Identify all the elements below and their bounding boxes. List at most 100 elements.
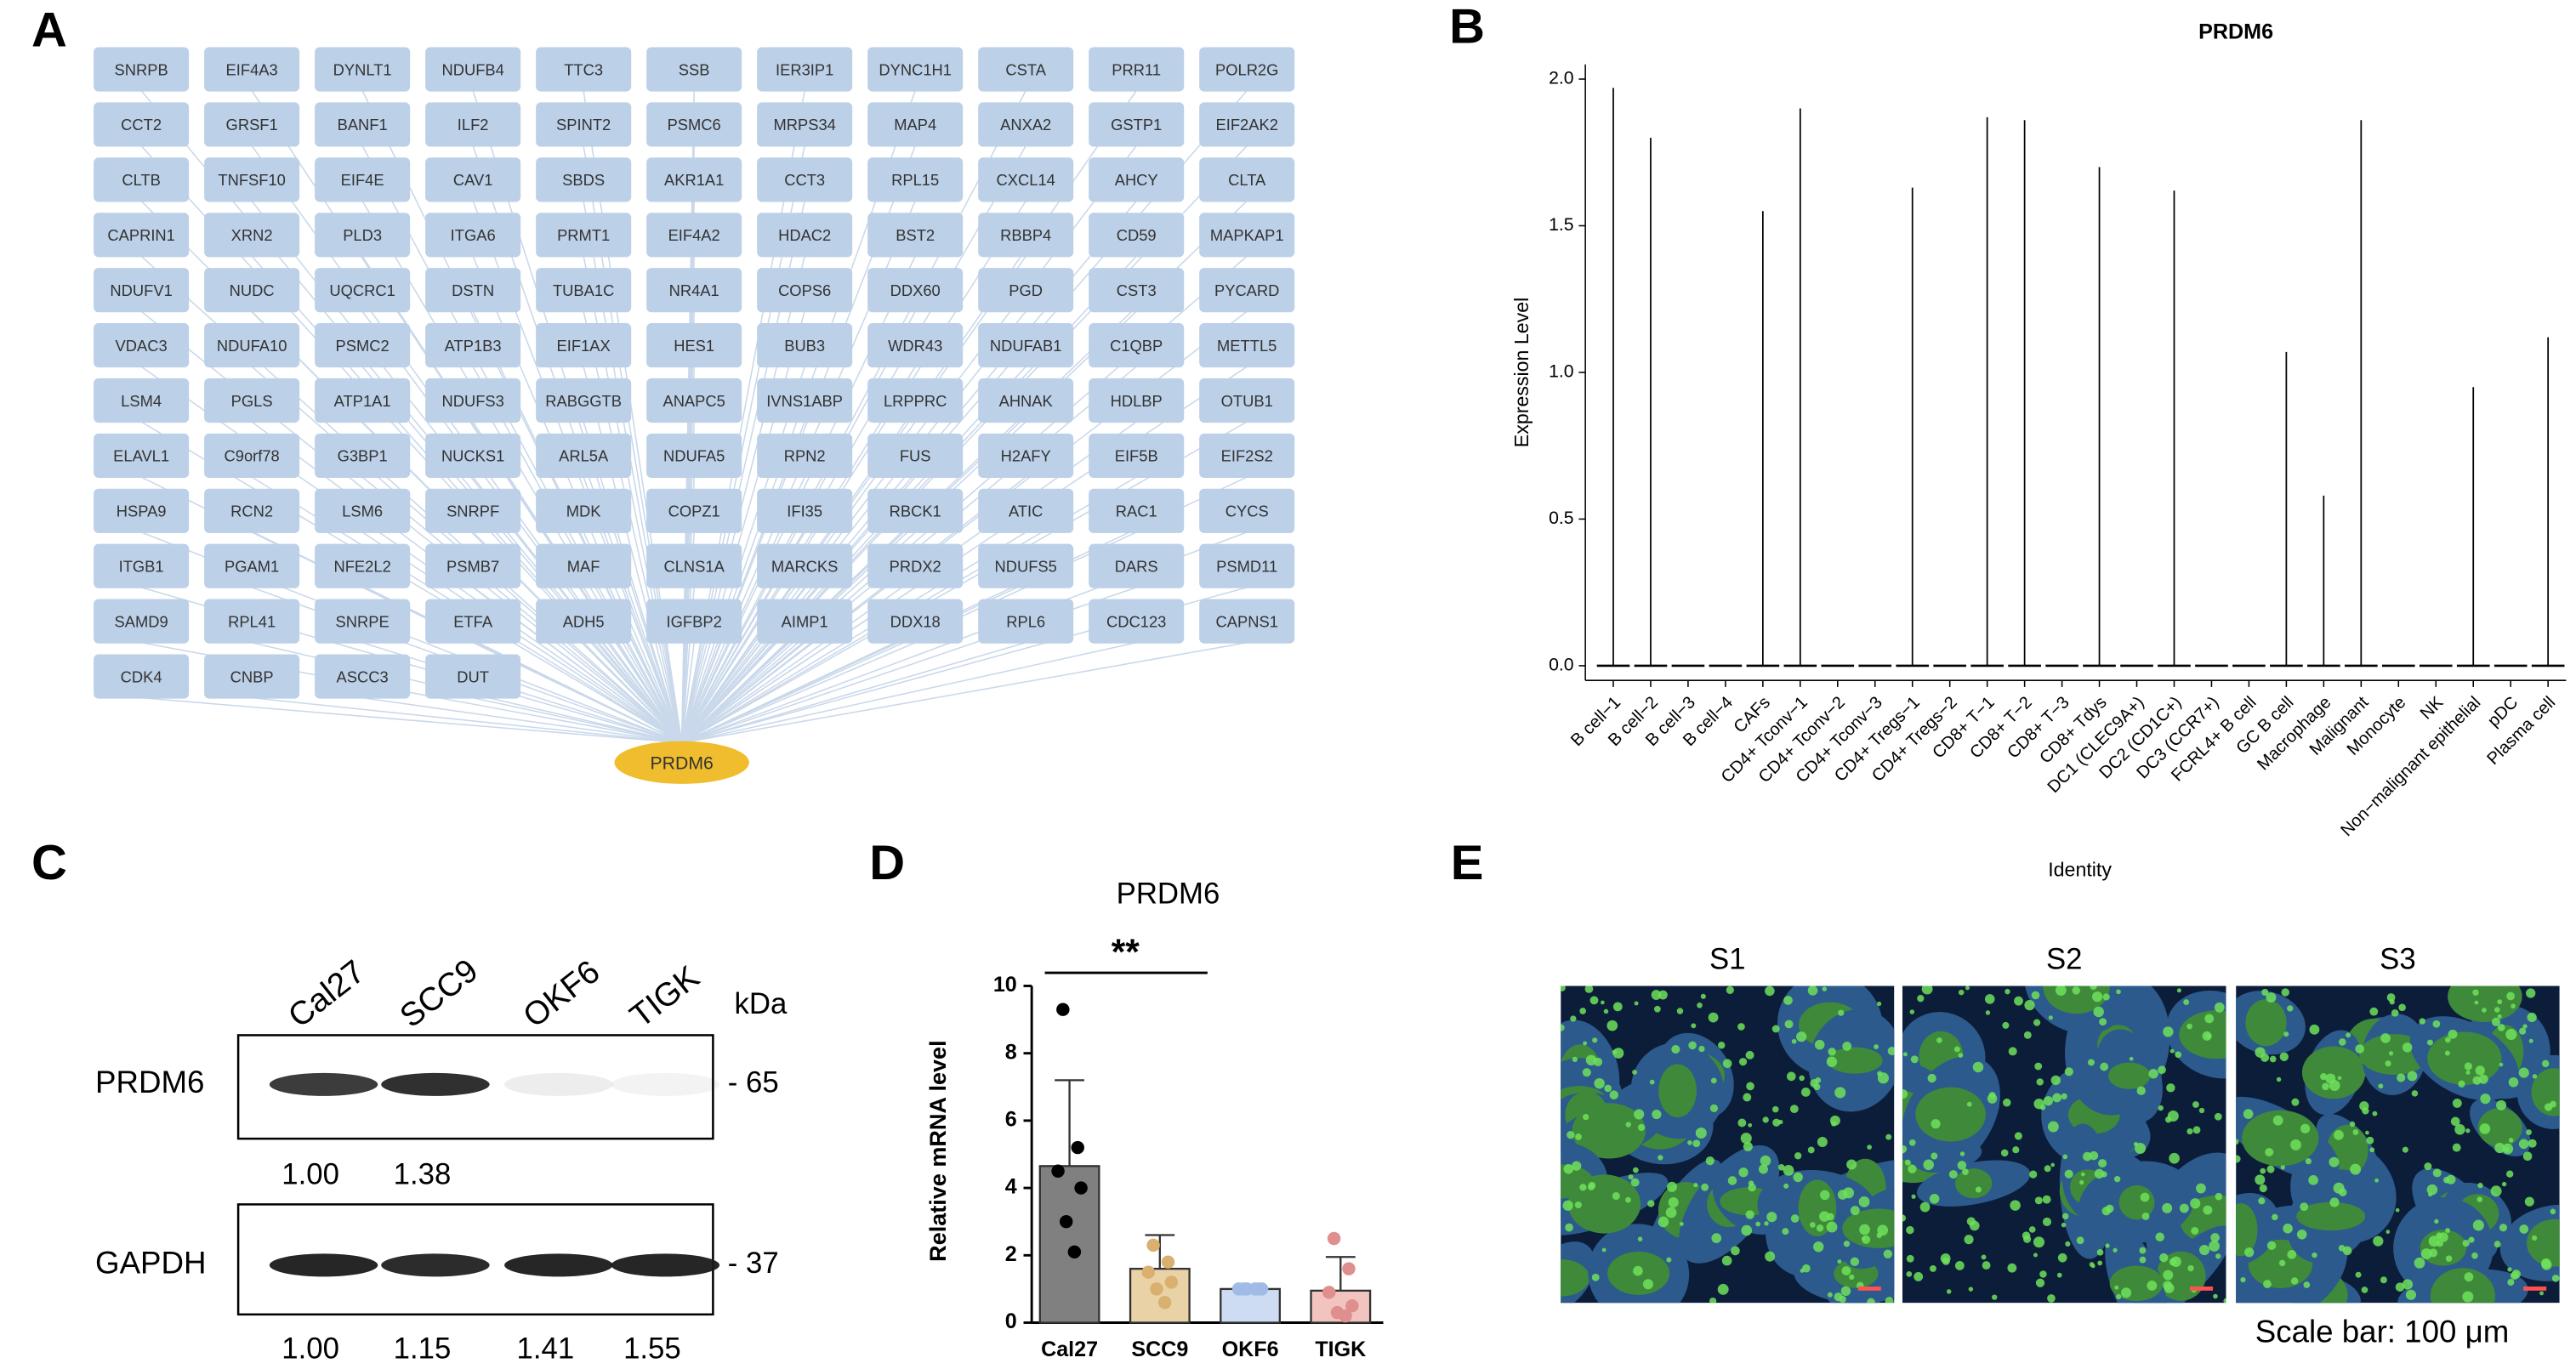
gene-label: IGFBP2	[667, 612, 722, 630]
data-point	[1059, 1214, 1073, 1229]
nucleus	[1908, 1164, 1917, 1173]
nucleus	[2036, 1078, 2044, 1086]
nucleus	[2506, 1170, 2514, 1178]
gene-node	[204, 102, 300, 147]
gene-node	[1089, 213, 1185, 258]
y-tick-label: 10	[993, 973, 1017, 997]
nucleus	[2539, 1291, 2544, 1296]
nucleus	[2090, 1264, 2095, 1269]
nucleus	[2287, 1250, 2297, 1259]
nucleus	[1834, 1292, 1843, 1302]
nucleus	[2458, 1080, 2465, 1088]
nucleus	[1931, 1152, 1938, 1160]
nucleus	[2136, 1086, 2146, 1095]
gene-label: CNBP	[230, 667, 274, 685]
nucleus	[2544, 1103, 2553, 1111]
band	[611, 1253, 720, 1277]
gene-node	[1199, 102, 1295, 147]
gene-label: MDK	[566, 503, 602, 520]
nucleus	[1575, 1133, 1582, 1140]
nucleus	[1609, 1090, 1619, 1099]
nucleus	[2407, 1071, 2418, 1082]
nucleus	[1911, 1194, 1916, 1199]
nucleus	[1625, 1122, 1631, 1128]
x-axis-label: Identity	[2048, 858, 2112, 880]
nucleus	[2338, 1038, 2346, 1046]
gene-label: VDAC3	[116, 337, 168, 355]
gene-node	[425, 488, 521, 533]
data-point	[1327, 1231, 1341, 1246]
nucleus	[2550, 1208, 2556, 1215]
edge	[140, 366, 683, 744]
y-tick-label: 4	[1005, 1175, 1017, 1199]
gene-node	[94, 102, 190, 147]
gene-node	[315, 488, 411, 533]
nucleus	[1841, 1266, 1851, 1275]
nucleus	[2012, 1146, 2020, 1154]
nucleus	[2305, 1158, 2312, 1165]
gene-node	[646, 323, 742, 368]
nucleus	[2148, 1068, 2158, 1079]
edge	[681, 642, 805, 744]
gene-label: TNFSF10	[218, 171, 286, 189]
nucleus	[2322, 1082, 2329, 1091]
nucleus	[1647, 1200, 1655, 1207]
nucleus	[2465, 1128, 2471, 1133]
gene-label: CAV1	[453, 171, 493, 189]
gene-label: CLNS1A	[663, 557, 725, 575]
data-point	[1141, 1265, 1156, 1279]
significance: **	[1112, 933, 1140, 973]
nucleus	[1817, 1137, 1828, 1148]
nucleus	[2355, 1044, 2364, 1054]
gene-node	[425, 378, 521, 423]
nucleus	[2223, 1298, 2226, 1304]
nucleus	[1923, 1159, 1934, 1171]
nucleus	[1762, 1116, 1769, 1123]
nucleus	[2133, 1142, 2138, 1147]
gene-node	[978, 488, 1074, 533]
nucleus	[2163, 1026, 2174, 1037]
gene-label: SNRPB	[115, 60, 168, 78]
gene-node	[978, 47, 1074, 92]
nucleus	[2389, 999, 2395, 1005]
gene-node	[536, 102, 632, 147]
gene-label: NDUFS5	[994, 557, 1056, 575]
nucleus	[1565, 1223, 1573, 1232]
nucleus	[2034, 1196, 2043, 1205]
nucleus	[1745, 1210, 1754, 1219]
panel-label: E	[1451, 836, 1484, 890]
nucleus	[1850, 1257, 1860, 1267]
nucleus	[1837, 1259, 1842, 1264]
gene-label: RBCK1	[890, 503, 941, 520]
gene-node	[425, 268, 521, 313]
gene-node	[94, 543, 190, 588]
nucleus	[2033, 1253, 2038, 1258]
gene-node	[1089, 102, 1185, 147]
nucleus	[2259, 1184, 2267, 1193]
tissue-core	[1567, 1174, 1641, 1234]
tissue-core	[2427, 1031, 2502, 1085]
gene-node	[646, 543, 742, 588]
nucleus	[1819, 1211, 1830, 1222]
nucleus	[1740, 1133, 1752, 1145]
nucleus	[1982, 1261, 1991, 1270]
nucleus	[2287, 1005, 2294, 1012]
nucleus	[1904, 1159, 1911, 1166]
nucleus	[1876, 1001, 1882, 1007]
gene-node	[315, 268, 411, 313]
nucleus	[2116, 989, 2121, 995]
nucleus	[1771, 1105, 1779, 1113]
gene-label: EIF4A3	[226, 60, 278, 78]
edge	[141, 696, 682, 744]
gene-label: ETFA	[453, 612, 493, 630]
gene-node	[1199, 268, 1295, 313]
tissue-core	[2477, 1108, 2522, 1147]
gene-node	[425, 157, 521, 202]
gene-node	[536, 213, 632, 258]
nucleus	[2278, 1259, 2286, 1267]
nucleus	[1572, 1056, 1578, 1063]
data-point	[1146, 1238, 1160, 1253]
gene-node	[315, 157, 411, 202]
gene-label: DARS	[1115, 557, 1158, 575]
gene-node	[315, 102, 411, 147]
